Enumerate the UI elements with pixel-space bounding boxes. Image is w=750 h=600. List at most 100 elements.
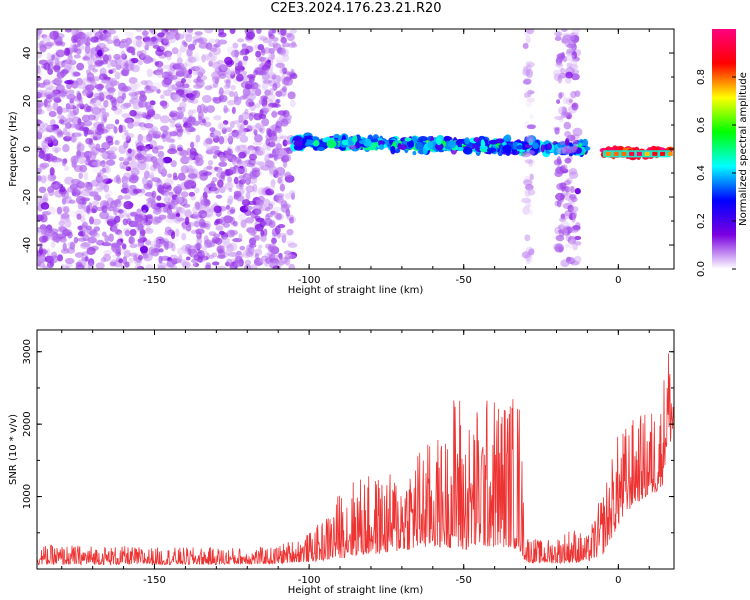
heatmap-cell [130,99,141,106]
heatmap-cell [208,38,217,44]
heatmap-strong-cell [652,151,658,156]
heatmap-strong-cell [636,151,642,156]
heatmap-cell [279,183,286,192]
heatmap-cell [189,147,197,156]
heatmap-cell [282,160,288,168]
heatmap-cell [226,198,233,206]
heatmap-cell [128,252,139,257]
heatmap-cell [105,94,114,100]
heatmap-cell [157,32,165,38]
heatmap-cell [120,69,129,76]
heatmap-cell [176,33,185,40]
heatmap-cell [559,55,564,62]
heatmap-cell [203,166,208,174]
heatmap-cell [82,77,87,83]
y-tick-label: 40 [22,47,33,60]
heatmap-cell [181,83,190,89]
heatmap-cell [49,175,57,180]
heatmap-cell [218,64,228,73]
heatmap-cell [76,213,82,220]
heatmap-cell [84,129,95,135]
heatmap-cell [234,68,241,75]
heatmap-cell [157,262,168,269]
heatmap-cell [185,225,192,232]
heatmap-cell [89,159,99,168]
heatmap-cell [166,259,176,268]
heatmap-cell [98,91,104,97]
heatmap-cell [208,186,218,192]
heatmap-cell [209,127,216,133]
heatmap-cell [379,143,385,151]
heatmap-cell [271,29,277,34]
heatmap-cell [554,243,565,253]
heatmap-cell [162,102,168,110]
heatmap-cell [223,105,228,114]
heatmap-cell [245,124,255,130]
heatmap-cell [52,137,58,145]
heatmap-cell [169,112,178,117]
heatmap-cell [151,190,157,199]
heatmap-cell [175,89,185,96]
heatmap-cell [558,116,564,123]
heatmap-cell [82,56,91,61]
heatmap-cell [415,141,423,151]
heatmap-cell [192,40,197,46]
heatmap-cell [40,175,47,184]
heatmap-cell [254,134,263,143]
heatmap-cell [85,137,93,145]
heatmap-cell [197,210,208,219]
heatmap-cell [48,110,57,118]
heatmap-cell [404,137,412,142]
heatmap-cell [92,218,102,226]
heatmap-cell [560,29,568,33]
heatmap-cell [204,85,213,91]
heatmap-cell [67,53,73,62]
heatmap-cell [83,171,89,181]
heatmap-cell [230,84,236,91]
heatmap-cell [271,130,276,136]
heatmap-cell [249,170,257,178]
heatmap-cell [169,138,176,144]
heatmap-cell [163,195,171,204]
heatmap-cell [180,63,188,68]
heatmap-cell [44,137,53,142]
heatmap-cell [45,87,53,95]
heatmap-cell [370,138,379,143]
heatmap-cell [242,55,249,62]
heatmap-cell [95,262,105,269]
heatmap-cell [241,43,247,52]
heatmap-cell [253,113,263,121]
heatmap-cell [216,254,226,259]
heatmap-cell [184,209,192,218]
heatmap-cell [269,183,276,192]
heatmap-cell [90,36,99,43]
heatmap-cell [259,56,267,62]
heatmap-cell [162,156,173,164]
heatmap-cell [214,166,219,171]
heatmap-cell [190,195,196,201]
heatmap-cell [109,225,118,232]
heatmap-cell [142,145,151,152]
heatmap-cell [249,264,258,269]
heatmap-cell [137,254,144,261]
heatmap-cell [524,159,534,164]
heatmap-cell [213,114,222,121]
heatmap-cell [238,151,247,159]
heatmap-cell [262,96,268,103]
heatmap-cell [568,98,573,104]
heatmap-cell [225,204,231,210]
heatmap-cell [126,46,135,54]
heatmap-cell [529,173,534,181]
heatmap-cell [561,106,567,115]
heatmap-cell [84,255,89,262]
heatmap-cell [522,179,533,186]
heatmap-cell [175,195,183,204]
colorbar-label: Normalized spectral amplitude [738,72,749,226]
heatmap-cell [246,31,256,40]
heatmap-cell [270,51,275,60]
heatmap-cell [528,160,534,168]
heatmap-cell [564,157,572,164]
heatmap-cell [227,67,237,74]
y-tick-label: 20 [22,95,33,108]
heatmap-cell [289,99,296,108]
